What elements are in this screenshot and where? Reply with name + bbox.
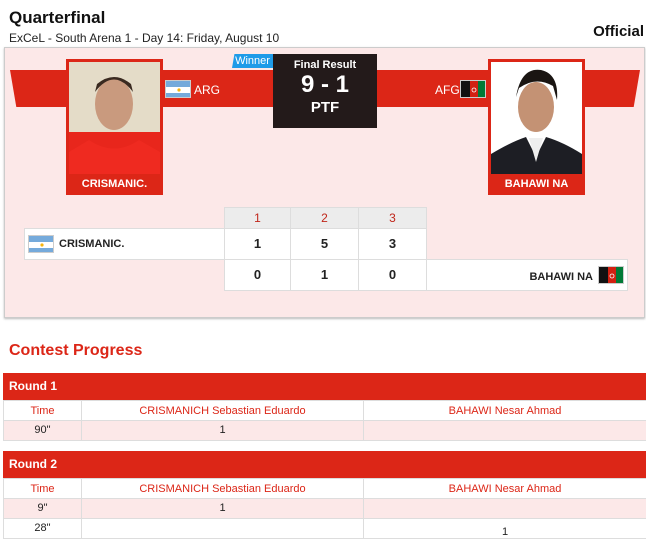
athlete-name-right: BAHAWI NA [504, 178, 569, 190]
contest-progress-title: Contest Progress [9, 342, 143, 359]
country-code-left: ARG [194, 83, 221, 97]
argentina-flag-icon [28, 235, 54, 253]
athlete-name-left: CRISMANIC. [81, 178, 148, 190]
right-score-r3: 0 [358, 259, 427, 291]
round-1-section: Round 1 Time CRISMANICH Sebastian Eduard… [3, 373, 646, 441]
col-right-athlete: BAHAWI Nesar Ahmad [363, 479, 646, 498]
venue-subtitle: ExCeL - South Arena 1 - Day 14: Friday, … [9, 31, 280, 45]
col-right-athlete: BAHAWI Nesar Ahmad [363, 401, 646, 420]
col-left-athlete: CRISMANICH Sebastian Eduardo [81, 401, 363, 420]
right-points-cell [363, 421, 646, 440]
left-score-r1: 1 [224, 228, 291, 260]
final-score: 9 - 1 [300, 71, 350, 98]
final-result-label: Final Result [293, 59, 357, 71]
time-cell: 90" [3, 421, 81, 440]
status-label: Official [593, 23, 644, 40]
athlete-card-right[interactable]: BAHAWI NA [488, 59, 585, 195]
table-row: 28" 1 [3, 519, 646, 539]
right-points-cell: 1 [363, 519, 646, 538]
column-header-row: Time CRISMANICH Sebastian Eduardo BAHAWI… [3, 478, 646, 499]
afghanistan-flag-icon [460, 80, 486, 98]
table-row: 9" 1 [3, 499, 646, 519]
left-score-r3: 3 [358, 228, 427, 260]
argentina-flag-icon [165, 80, 191, 98]
left-points-cell: 1 [81, 421, 363, 440]
col-time: Time [3, 479, 81, 498]
time-cell: 9" [3, 499, 81, 518]
afghanistan-flag-icon [598, 266, 624, 284]
score-row-left-athlete: CRISMANIC. [24, 228, 225, 260]
col-time: Time [3, 401, 81, 420]
left-points-cell: 1 [81, 499, 363, 518]
col-left-athlete: CRISMANICH Sebastian Eduardo [81, 479, 363, 498]
round-header-1: 1 [224, 207, 291, 229]
score-row-right-athlete: BAHAWI NA [426, 259, 628, 291]
round-2-header[interactable]: Round 2 [3, 451, 646, 478]
round-header-2: 2 [290, 207, 359, 229]
table-row: 90" 1 [3, 421, 646, 441]
left-points-cell [81, 519, 363, 538]
score-row-left-name: CRISMANIC. [59, 238, 125, 250]
athlete-photo-left [69, 62, 160, 174]
round-2-section: Round 2 Time CRISMANICH Sebastian Eduard… [3, 451, 646, 539]
score-row-right-name: BAHAWI NA [529, 271, 593, 283]
time-cell: 28" [3, 519, 81, 538]
right-score-r1: 0 [224, 259, 291, 291]
athlete-card-left[interactable]: CRISMANIC. [66, 59, 163, 195]
round-header-3: 3 [358, 207, 427, 229]
column-header-row: Time CRISMANICH Sebastian Eduardo BAHAWI… [3, 400, 646, 421]
winner-badge: Winner [232, 54, 273, 68]
athlete-photo-right [491, 62, 582, 174]
left-score-r2: 5 [290, 228, 359, 260]
country-code-right: AFG [435, 83, 460, 97]
final-result-box: Final Result 9 - 1 PTF [273, 54, 377, 128]
page-title: Quarterfinal [9, 8, 106, 27]
right-score-r2: 1 [290, 259, 359, 291]
decision-label: PTF [310, 99, 340, 116]
round-1-header[interactable]: Round 1 [3, 373, 646, 400]
right-points-cell [363, 499, 646, 518]
